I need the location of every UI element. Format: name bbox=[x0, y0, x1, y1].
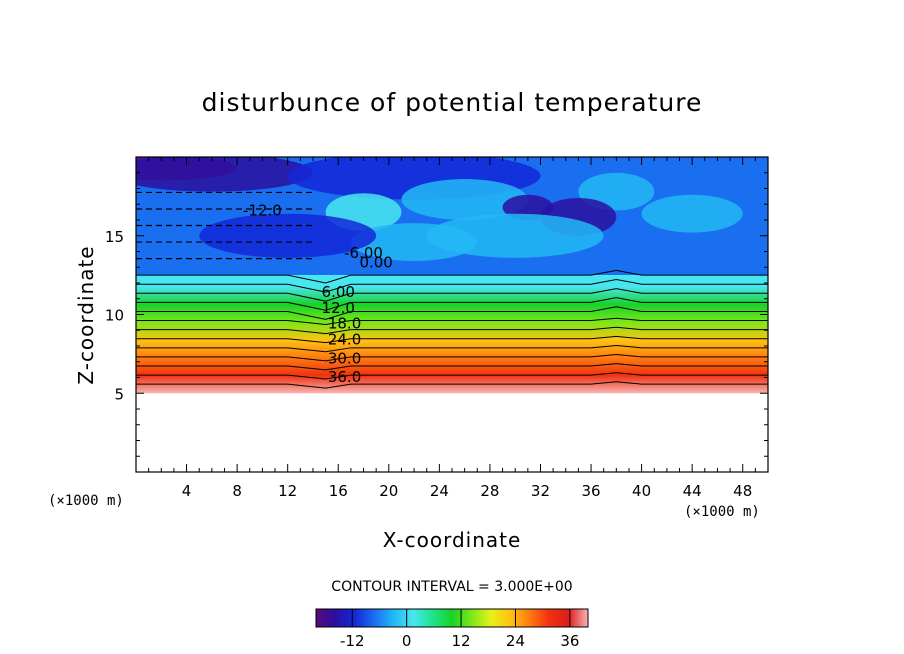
contour-line bbox=[136, 297, 768, 311]
x-tick-label: 44 bbox=[683, 482, 702, 500]
field-patch bbox=[136, 157, 313, 192]
x-tick-label: 20 bbox=[379, 482, 398, 500]
x-tick-label: 28 bbox=[480, 482, 499, 500]
x-unit-right: (×1000 m) bbox=[684, 504, 760, 520]
field-patch bbox=[350, 223, 478, 261]
field-patch bbox=[401, 179, 528, 220]
contour-label: 24.0 bbox=[328, 330, 361, 348]
contour-line bbox=[136, 381, 768, 389]
colorbar-gradient bbox=[315, 608, 589, 628]
colorbar-tick-label: 36 bbox=[560, 632, 579, 650]
x-unit-left: (×1000 m) bbox=[48, 493, 124, 509]
y-axis-ticks: 5 10 15 bbox=[105, 172, 768, 457]
x-tick-label: 16 bbox=[329, 482, 348, 500]
contour-line bbox=[136, 326, 768, 335]
colorbar-tick-label: 0 bbox=[402, 632, 412, 650]
contour-line bbox=[136, 363, 768, 371]
x-tick-label: 32 bbox=[531, 482, 550, 500]
heatmap-field bbox=[136, 157, 768, 394]
contour-label: 18.0 bbox=[328, 315, 361, 333]
x-tick-label: 4 bbox=[182, 482, 192, 500]
colorbar-tick-label: 24 bbox=[506, 632, 525, 650]
colorbar-ticks: -12 0 12 24 36 bbox=[340, 609, 579, 650]
x-tick-label: 36 bbox=[581, 482, 600, 500]
colorbar: -12 0 12 24 36 bbox=[315, 608, 589, 650]
x-tick-label: 40 bbox=[632, 482, 651, 500]
contour-line bbox=[136, 344, 768, 353]
contour-line bbox=[136, 317, 768, 325]
contour-line bbox=[136, 306, 768, 320]
x-tick-label: 24 bbox=[430, 482, 449, 500]
x-tick-label: 48 bbox=[733, 482, 752, 500]
colorbar-tick-label: -12 bbox=[340, 632, 365, 650]
field-patch bbox=[641, 194, 743, 233]
field-patch bbox=[199, 213, 377, 258]
x-axis-ticks: 4 8 12 16 20 24 28 32 36 40 44 48 bbox=[148, 157, 756, 500]
contour-label: 6.00 bbox=[322, 283, 355, 301]
y-tick-label: 15 bbox=[105, 228, 124, 246]
stable-layer bbox=[136, 275, 768, 394]
contour-line bbox=[136, 372, 768, 380]
contour-label: -12.0 bbox=[243, 201, 282, 219]
contour-label: -6.00 bbox=[344, 244, 383, 262]
field-patch bbox=[502, 194, 554, 220]
y-axis-label: Z-coordinate bbox=[74, 245, 98, 384]
contour-line bbox=[136, 354, 768, 362]
contour-label: 12.0 bbox=[322, 299, 355, 317]
contour-label: 36.0 bbox=[328, 368, 361, 386]
y-tick-label: 10 bbox=[105, 307, 124, 325]
contour-line bbox=[136, 269, 768, 284]
contour-label: 30.0 bbox=[328, 349, 361, 367]
contour-label: 0.00 bbox=[359, 253, 392, 271]
contour-lines bbox=[136, 191, 768, 389]
contour-interval-text: CONTOUR INTERVAL = 3.000E+00 bbox=[331, 579, 572, 595]
contour-line bbox=[136, 335, 768, 344]
colorbar-tick-label: 12 bbox=[452, 632, 471, 650]
x-axis-label: X-coordinate bbox=[383, 528, 522, 552]
x-tick-label: 12 bbox=[278, 482, 297, 500]
contour-line bbox=[136, 278, 768, 293]
chart-title: disturbunce of potential temperature bbox=[202, 88, 703, 117]
y-tick-label: 5 bbox=[114, 385, 124, 403]
x-tick-label: 8 bbox=[232, 482, 242, 500]
contour-line bbox=[136, 288, 768, 302]
